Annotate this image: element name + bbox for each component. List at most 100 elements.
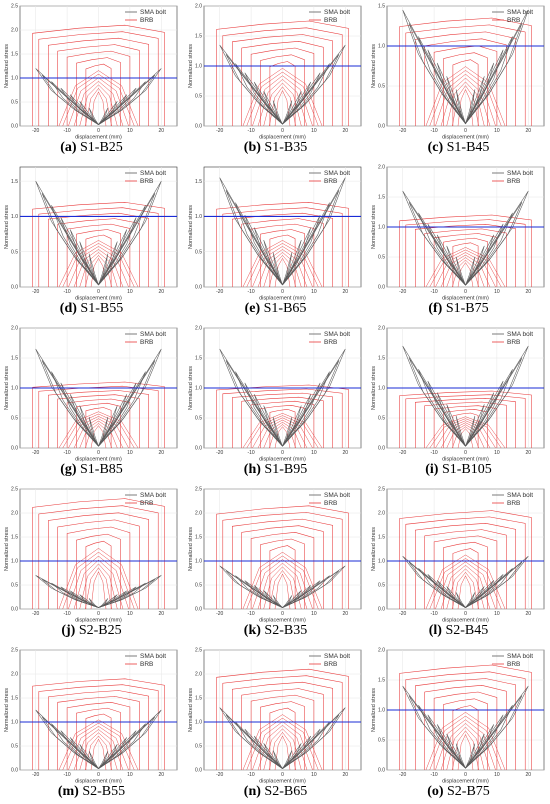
sma-loop [225,360,283,447]
brb-inner-curve [73,249,124,288]
brb-inner-curve [90,571,107,610]
legend-sma-label: SMA bolt [507,331,533,338]
x-tick-label: 0 [97,289,100,295]
y-tick-label: 2.5 [11,648,18,654]
y-tick-label: 0.5 [378,583,385,589]
sma-loop [98,360,156,447]
brb-loop [241,218,324,287]
brb-inner-curve [257,725,308,771]
brb-loop [250,223,315,287]
legend-sma-label: SMA bolt [140,9,166,16]
y-axis-title: Normalized stress [371,366,377,410]
y-tick-label: 2.0 [378,511,385,517]
brb-loop [250,532,315,609]
sma-loop [69,737,99,769]
brb-loop [250,694,315,770]
brb-inner-curve [435,561,496,610]
legend-brb-label: BRB [507,500,520,507]
brb-loop [48,37,149,126]
brb-loop [241,396,324,448]
y-tick-label: 2.0 [11,511,18,517]
brb-inner-curve [452,426,479,449]
sma-loop [282,565,346,608]
y-tick-label: 2.0 [11,672,18,678]
plot-lines [399,510,532,610]
panel-caption: (j) S2-B25 [0,623,183,639]
y-tick-label: 1.0 [378,44,385,50]
brb-loop [405,24,526,126]
y-axis-title: Normalized stress [4,688,10,732]
x-tick-label: 20 [159,128,165,134]
y-tick-label: 2.5 [195,648,202,654]
sma-loop [60,217,99,286]
x-tick-label: -10 [63,772,70,778]
brb-loop [443,237,488,287]
panel-caption: (h) S1-B95 [184,462,367,478]
y-tick-label: 2.0 [195,511,202,517]
sma-loop [219,44,283,125]
legend-sma-label: SMA bolt [324,9,350,16]
plot-lines [399,9,532,127]
y-axis-title: Normalized stress [188,688,194,732]
brb-loop [433,45,498,126]
y-tick-label: 0.0 [195,285,202,291]
sma-loop [35,709,99,769]
sma-loop [219,348,283,447]
brb-inner-curve [257,419,308,449]
sma-loop [253,227,283,286]
sma-loop [98,180,162,286]
sma-loop [98,193,156,286]
x-tick-label: -20 [216,289,223,295]
brb-inner-curve [435,420,496,449]
sma-loop [98,709,162,769]
chart-panel: -20 -10 0 10 20 0.0 0.5 1.0 1.5 2.0 displacement (… [367,644,550,804]
panel-label: (e) [244,301,261,316]
sma-loop [98,68,162,125]
y-tick-label: 0.0 [378,124,385,130]
y-tick-label: 2.0 [11,326,18,332]
sma-loop [41,360,99,447]
sma-loop [465,555,529,608]
legend-brb-label: BRB [507,661,520,668]
y-axis-title: Normalized stress [371,44,377,88]
x-tick-label: -10 [430,128,437,134]
y-tick-label: 2.0 [195,672,202,678]
sma-loop [465,9,529,124]
panel-name: S2-B65 [260,784,308,799]
y-tick-label: 0.0 [11,285,18,291]
y-tick-label: 0.5 [378,255,385,261]
plot-lines [32,348,165,449]
brb-inner-curve [440,254,491,288]
panel-name: S1-B55 [76,301,124,316]
sma-loop [253,394,283,447]
legend-sma-label: SMA bolt [324,170,350,177]
brb-loop [241,525,324,609]
panel-name: S1-B95 [260,462,308,477]
panel-caption: (k) S2-B35 [184,623,367,639]
sma-loop [41,716,99,769]
brb-loop [32,498,165,609]
legend-brb-label: BRB [324,17,337,24]
legend-sma-label: SMA bolt [324,331,350,338]
x-tick-label: 10 [311,611,317,617]
plot-lines [32,498,165,610]
sma-loop [465,62,495,124]
x-tick-label: 20 [526,772,532,778]
sma-loop [465,561,523,608]
brb-inner-curve [440,723,491,771]
panel-label: (d) [59,301,77,316]
y-tick-label: 1.5 [378,195,385,201]
sma-loop [427,574,466,608]
brb-loop [216,202,349,287]
brb-loop [405,394,526,448]
sma-loop [436,392,466,447]
legend-sma-label: SMA bolt [324,653,350,660]
y-tick-label: 1.5 [11,52,18,58]
panel-label: (i) [425,462,439,477]
brb-inner-curve [68,246,129,288]
sma-loop [98,382,137,447]
y-tick-label: 1.0 [195,214,202,220]
sma-loop [427,380,466,447]
